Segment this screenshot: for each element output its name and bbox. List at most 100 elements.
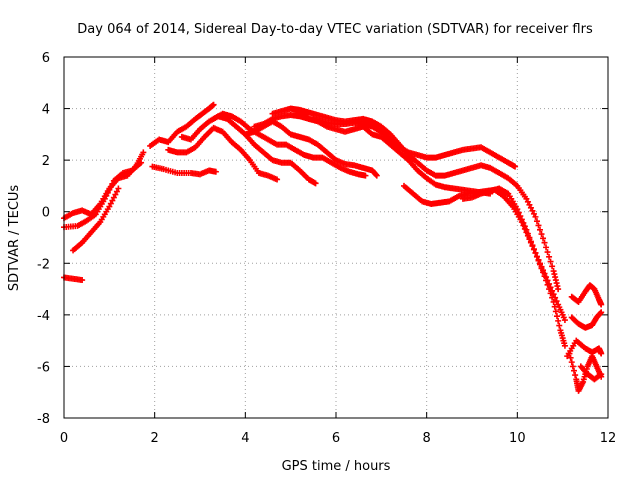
data-point <box>551 303 558 310</box>
y-tick-label: -4 <box>37 309 50 324</box>
data-point <box>529 242 536 249</box>
y-tick-label: 0 <box>42 206 50 221</box>
data-point <box>521 223 528 230</box>
data-point <box>312 180 319 187</box>
data-point <box>555 286 562 293</box>
series-track-c <box>70 185 122 254</box>
data-point <box>549 263 556 270</box>
data-point <box>571 367 577 374</box>
data-point <box>138 159 145 166</box>
data-point <box>554 313 560 320</box>
data-point <box>527 238 534 245</box>
data-point <box>101 195 108 202</box>
data-point <box>567 354 574 361</box>
data-point <box>527 204 534 211</box>
data-point <box>109 197 116 204</box>
data-point <box>555 317 562 324</box>
data-point <box>540 269 547 276</box>
data-point <box>556 322 563 329</box>
data-point <box>532 249 539 256</box>
data-point <box>540 235 547 242</box>
data-point <box>530 210 537 217</box>
data-point <box>546 253 553 260</box>
axis-ticks: 0 2 4 6 8 10 12 -8 -6 -4 -2 0 2 4 6 <box>37 51 616 446</box>
data-point <box>546 286 553 293</box>
data-point <box>547 290 554 297</box>
series-track-p <box>568 282 605 308</box>
x-tick-label: 8 <box>423 431 431 446</box>
data-point <box>547 258 554 265</box>
data-point <box>535 222 542 229</box>
data-point <box>543 277 550 284</box>
data-point <box>561 342 568 349</box>
data-point <box>532 213 539 220</box>
data-point <box>529 207 536 214</box>
data-point <box>535 257 542 264</box>
data-point <box>537 261 543 268</box>
data-point <box>104 189 111 196</box>
data-point <box>113 188 120 195</box>
y-axis-label: SDTVAR / TECUs <box>7 185 22 292</box>
x-tick-label: 0 <box>60 431 68 446</box>
x-tick-label: 6 <box>332 431 340 446</box>
series-track-r <box>566 350 605 394</box>
data-point <box>526 201 533 208</box>
data-point <box>530 246 537 253</box>
data-point <box>110 194 117 201</box>
data-point <box>598 309 605 316</box>
data-point <box>140 149 147 156</box>
series-track-g <box>165 124 281 183</box>
y-tick-label: -2 <box>37 257 50 272</box>
data-point <box>552 308 559 315</box>
series-track-e <box>149 163 219 178</box>
data-point <box>549 294 556 301</box>
data-point <box>550 291 557 298</box>
data-point <box>515 209 522 216</box>
data-point <box>79 277 86 284</box>
data-point <box>537 226 543 233</box>
data-point <box>544 249 551 256</box>
data-point <box>598 350 605 357</box>
series-track-d <box>61 274 86 284</box>
x-tick-label: 2 <box>151 431 159 446</box>
plot-frame <box>63 56 609 419</box>
data-point <box>523 195 530 202</box>
data-point <box>362 172 369 179</box>
data-point <box>569 363 576 370</box>
series-track-o <box>459 185 568 349</box>
data-marks <box>61 101 605 394</box>
data-point <box>538 231 545 238</box>
data-point <box>520 219 527 226</box>
x-tick-label: 12 <box>600 431 617 446</box>
data-point <box>518 216 525 223</box>
series-track-q <box>568 309 605 331</box>
series-track-l <box>251 112 519 170</box>
data-point <box>538 265 545 272</box>
data-point <box>107 200 114 207</box>
y-tick-label: 4 <box>42 103 50 118</box>
data-point <box>553 298 560 305</box>
series-track-s <box>564 337 605 360</box>
y-tick-label: -8 <box>37 412 50 427</box>
data-point <box>512 163 519 170</box>
data-point <box>103 192 110 199</box>
data-point <box>550 298 557 305</box>
y-tick-label: 6 <box>42 51 50 66</box>
data-point <box>572 372 579 379</box>
series-track-t <box>577 363 605 383</box>
series-track-m <box>287 105 562 293</box>
y-tick-label: 2 <box>42 154 50 169</box>
chart-title: Day 064 of 2014, Sidereal Day-to-day VTE… <box>77 22 593 37</box>
data-point <box>524 230 531 237</box>
data-point <box>598 371 605 378</box>
y-tick-label: -6 <box>37 360 50 375</box>
data-point <box>106 203 113 210</box>
data-point <box>107 183 114 190</box>
data-point <box>561 317 568 324</box>
data-point <box>544 281 551 288</box>
data-point <box>514 206 521 213</box>
data-point <box>543 244 550 251</box>
data-point <box>597 372 604 379</box>
